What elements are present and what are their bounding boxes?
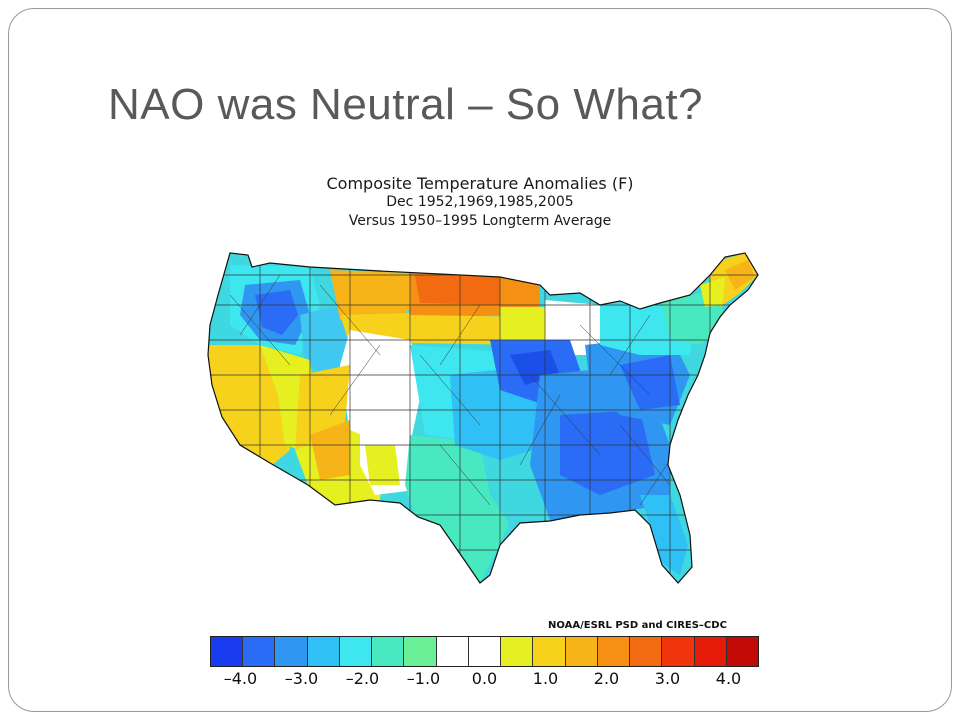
legend-swatch (694, 637, 727, 666)
region-east-texas (480, 445, 530, 525)
region-north-dakota-core (415, 275, 500, 305)
region-new-mexico-core (365, 445, 400, 485)
legend-swatch (339, 637, 373, 666)
region-appalachians (620, 355, 680, 410)
us-outline (207, 252, 759, 584)
legend-swatch (307, 637, 340, 666)
region-idaho-cold-core (255, 290, 298, 335)
division-borders (208, 253, 758, 583)
legend-tick-label: 0.0 (471, 669, 498, 688)
legend-swatch (597, 637, 631, 666)
legend-tick-label: 2.0 (593, 669, 620, 688)
map-title-line3: Versus 1950–1995 Longterm Average (348, 213, 612, 229)
legend-swatch (243, 637, 276, 666)
legend-swatch (468, 637, 502, 666)
map-title-line2: Dec 1952,1969,1985,2005 (386, 194, 574, 210)
legend-swatch (662, 637, 695, 666)
legend-swatch (436, 637, 469, 666)
map-title-line1: Composite Temperature Anomalies (F) (326, 174, 634, 193)
region-southeast-core (560, 410, 655, 495)
legend-tick-label: 1.0 (532, 669, 559, 688)
legend-swatch (211, 637, 244, 666)
legend-tick-label: 3.0 (654, 669, 681, 688)
legend-tick-label: –4.0 (223, 669, 258, 688)
legend-tick-label: –1.0 (406, 669, 441, 688)
data-credit: NOAA/ESRL PSD and CIRES–CDC (548, 620, 727, 631)
map-title: Composite Temperature Anomalies (F) Dec … (300, 174, 660, 231)
legend-swatch (533, 637, 566, 666)
legend-tick-labels: –4.0 –3.0 –2.0 –1.0 0.0 1.0 2.0 3.0 4.0 (210, 669, 759, 689)
legend-tick-label: 4.0 (715, 669, 742, 688)
legend-swatch (630, 637, 663, 666)
region-new-hampshire (700, 277, 725, 307)
legend-swatch (275, 637, 308, 666)
legend-swatch (404, 637, 437, 666)
legend-colorbar (210, 636, 759, 667)
region-minnesota-north (500, 307, 545, 345)
region-montana-north (330, 270, 415, 325)
us-climate-division-map (207, 252, 759, 584)
legend-swatch (726, 637, 758, 666)
legend-swatch (565, 637, 598, 666)
legend-swatch (501, 637, 534, 666)
legend-tick-label: –3.0 (284, 669, 319, 688)
region-arizona-core (310, 420, 350, 480)
legend-tick-label: –2.0 (345, 669, 380, 688)
slide-title: NAO was Neutral – So What? (108, 80, 704, 129)
legend-swatch (372, 637, 405, 666)
